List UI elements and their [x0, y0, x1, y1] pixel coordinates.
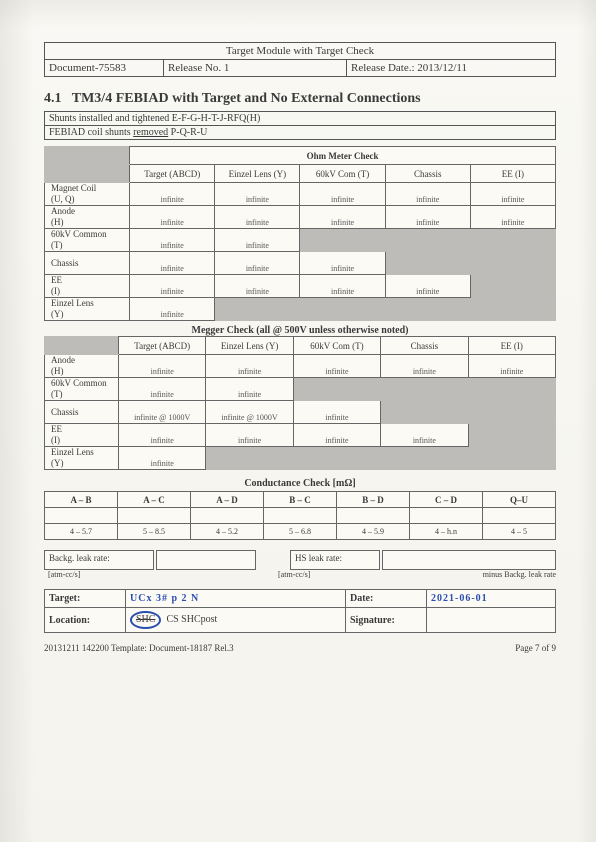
- doc-title: Target Module with Target Check: [45, 43, 555, 59]
- ohm-banner: Ohm Meter Check: [130, 147, 556, 165]
- note-shunts-installed: Shunts installed and tightened E-F-G-H-T…: [44, 111, 556, 125]
- row-header: Anode(H): [45, 206, 130, 229]
- hs-leak-value: [382, 550, 556, 570]
- note-shunts-removed: FEBIAD coil shunts removed P-Q-R-U: [44, 125, 556, 140]
- date-key: Date:: [346, 590, 427, 608]
- row-header: EE(I): [45, 275, 130, 298]
- footer-template: 20131211 142200 Template: Document-18187…: [44, 643, 234, 653]
- doc-number: Document-75583: [45, 59, 164, 76]
- location-value: SHC CS SHCpost: [126, 608, 346, 633]
- date-value: 2021-06-01: [427, 590, 556, 608]
- leak-rate-row: Backg. leak rate: HS leak rate:: [44, 550, 556, 570]
- target-key: Target:: [45, 590, 126, 608]
- row-header: Chassis: [45, 252, 130, 275]
- row-header: EE(I): [45, 424, 119, 447]
- release-no: Release No. 1: [164, 59, 347, 76]
- page-footer: 20131211 142200 Template: Document-18187…: [44, 643, 556, 653]
- release-date: Release Date.: 2013/12/11: [347, 59, 555, 76]
- bg-leak-value: [156, 550, 256, 570]
- megger-banner: Megger Check (all @ 500V unless otherwis…: [44, 325, 556, 336]
- signature-value: [427, 608, 556, 633]
- signature-table: Target: UCx 3# p 2 N Date: 2021-06-01 Lo…: [44, 589, 556, 633]
- signature-key: Signature:: [346, 608, 427, 633]
- megger-table: Target (ABCD)Einzel Lens (Y)60kV Com (T)…: [44, 336, 556, 470]
- conductance-banner: Conductance Check [mΩ]: [44, 478, 556, 489]
- row-header: Einzel Lens(Y): [45, 447, 119, 470]
- doc-header: Target Module with Target Check Document…: [44, 42, 556, 77]
- target-value: UCx 3# p 2 N: [126, 590, 346, 608]
- row-header: Chassis: [45, 401, 119, 424]
- row-header: 60kV Common(T): [45, 378, 119, 401]
- bg-leak-label: Backg. leak rate:: [44, 550, 154, 570]
- footer-pagenum: Page 7 of 9: [515, 643, 556, 653]
- hs-leak-label: HS leak rate:: [290, 550, 380, 570]
- row-header: 60kV Common(T): [45, 229, 130, 252]
- row-header: Magnet Coil(U, Q): [45, 183, 130, 206]
- row-header: Anode(H): [45, 355, 119, 378]
- ohm-meter-table: Ohm Meter Check Target (ABCD)Einzel Lens…: [44, 146, 556, 321]
- row-header: Einzel Lens(Y): [45, 298, 130, 321]
- section-title: 4.1 TM3/4 FEBIAD with Target and No Exte…: [44, 91, 556, 107]
- location-key: Location:: [45, 608, 126, 633]
- conductance-table: A – BA – CA – DB – CB – DC – DQ–U4 – 5.7…: [44, 491, 556, 540]
